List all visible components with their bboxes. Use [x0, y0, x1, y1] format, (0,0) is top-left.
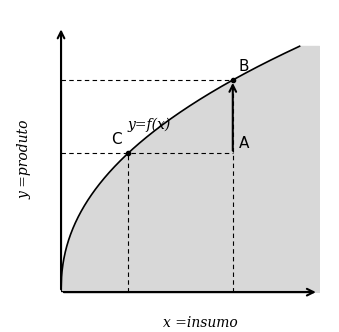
Text: B: B — [239, 59, 249, 74]
Text: A: A — [239, 136, 249, 151]
Text: C: C — [111, 132, 122, 147]
Text: x =insumo: x =insumo — [163, 316, 238, 330]
Text: y =produto: y =produto — [18, 120, 32, 199]
Text: y=f(x): y=f(x) — [128, 118, 171, 132]
